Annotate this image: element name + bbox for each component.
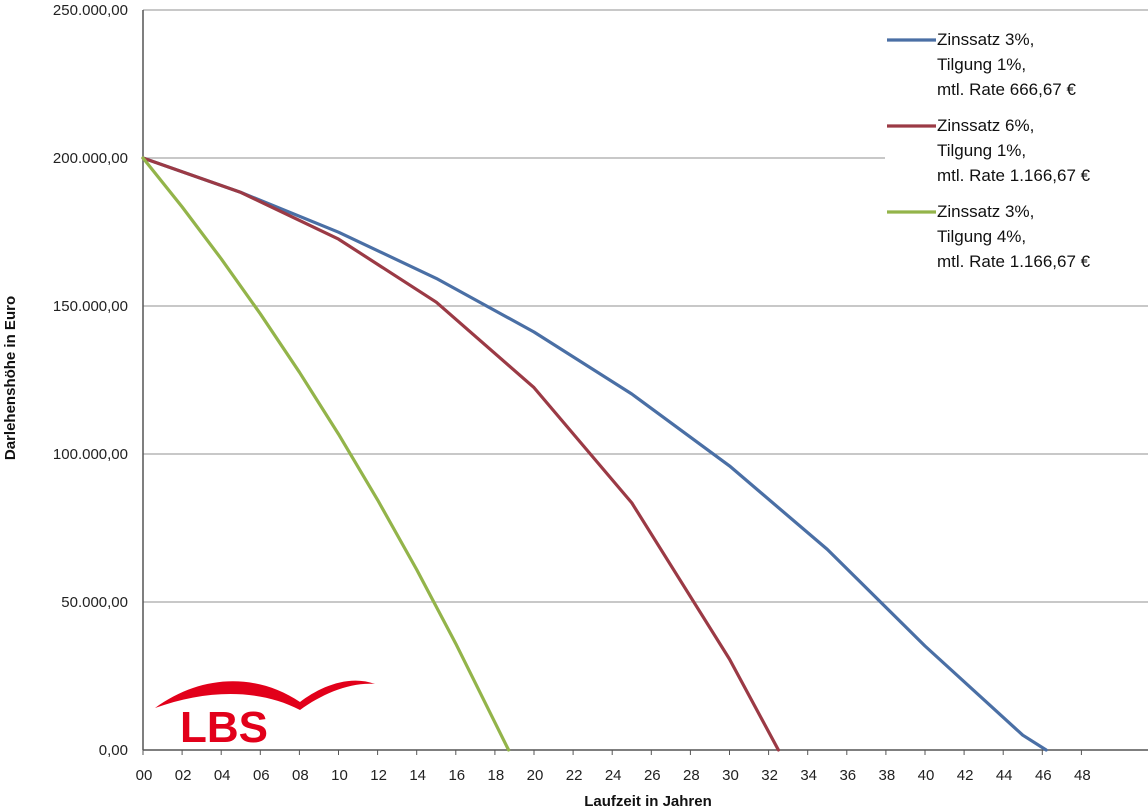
x-tick-label: 20 <box>527 767 544 784</box>
legend-label-2: Tilgung 1%, <box>937 141 1026 160</box>
legend-label-1: Tilgung 1%, <box>937 55 1026 74</box>
legend-label-1: mtl. Rate 666,67 € <box>937 80 1076 99</box>
y-tick-label: 50.000,00 <box>61 594 128 611</box>
x-tick-label: 06 <box>253 767 270 784</box>
x-tick-label: 02 <box>175 767 192 784</box>
y-tick-label: 100.000,00 <box>53 446 128 463</box>
x-tick-label: 46 <box>1035 767 1052 784</box>
y-tick-label: 150.000,00 <box>53 298 128 315</box>
x-tick-label: 08 <box>292 767 309 784</box>
x-tick-label: 22 <box>566 767 583 784</box>
y-tick-label: 250.000,00 <box>53 2 128 19</box>
series-line-1 <box>141 156 1048 752</box>
legend-label-2: mtl. Rate 1.166,67 € <box>937 166 1091 185</box>
x-tick-label: 04 <box>214 767 231 784</box>
x-tick-label: 42 <box>957 767 974 784</box>
x-tick-label: 10 <box>331 767 348 784</box>
series-line-3 <box>141 156 511 752</box>
x-tick-label: 44 <box>996 767 1013 784</box>
legend-label-1: Zinssatz 3%, <box>937 30 1034 49</box>
x-tick-label: 12 <box>370 767 387 784</box>
y-tick-label: 200.000,00 <box>53 150 128 167</box>
x-tick-label: 28 <box>683 767 700 784</box>
x-tick-label: 00 <box>136 767 153 784</box>
x-tick-labels: 00 02 04 06 08 10 12 14 16 18 20 22 24 26 28 30 32 34 36 38… <box>136 750 1091 784</box>
x-tick-label: 14 <box>409 767 426 784</box>
legend: Zinssatz 3%, Tilgung 1%, mtl. Rate 666,67 … <box>887 30 1091 271</box>
x-tick-label: 38 <box>879 767 896 784</box>
y-tick-label: 0,00 <box>99 742 128 759</box>
legend-label-2: Zinssatz 6%, <box>937 116 1034 135</box>
x-tick-label: 16 <box>448 767 465 784</box>
x-tick-label: 26 <box>644 767 661 784</box>
x-tick-label: 48 <box>1074 767 1091 784</box>
series-lines <box>141 156 1048 752</box>
lbs-logo: LBS <box>155 680 375 752</box>
legend-label-3: mtl. Rate 1.166,67 € <box>937 252 1091 271</box>
x-tick-label: 30 <box>722 767 739 784</box>
grid-lines <box>143 9 1148 603</box>
x-tick-label: 24 <box>605 767 622 784</box>
x-tick-label: 36 <box>839 767 856 784</box>
x-axis-title: Laufzeit in Jahren <box>584 793 712 810</box>
x-tick-label: 34 <box>800 767 817 784</box>
y-tick-labels: 0,00 50.000,00 100.000,00 150.000,00 200.000… <box>53 2 128 759</box>
series-line-2 <box>141 156 780 752</box>
y-axis-title: Darlehenshöhe in Euro <box>2 296 19 460</box>
x-tick-label: 40 <box>918 767 935 784</box>
logo-swoosh <box>155 680 375 710</box>
legend-label-3: Zinssatz 3%, <box>937 202 1034 221</box>
x-tick-label: 32 <box>761 767 778 784</box>
x-tick-label: 18 <box>488 767 505 784</box>
legend-label-3: Tilgung 4%, <box>937 227 1026 246</box>
logo-text: LBS <box>180 703 268 752</box>
